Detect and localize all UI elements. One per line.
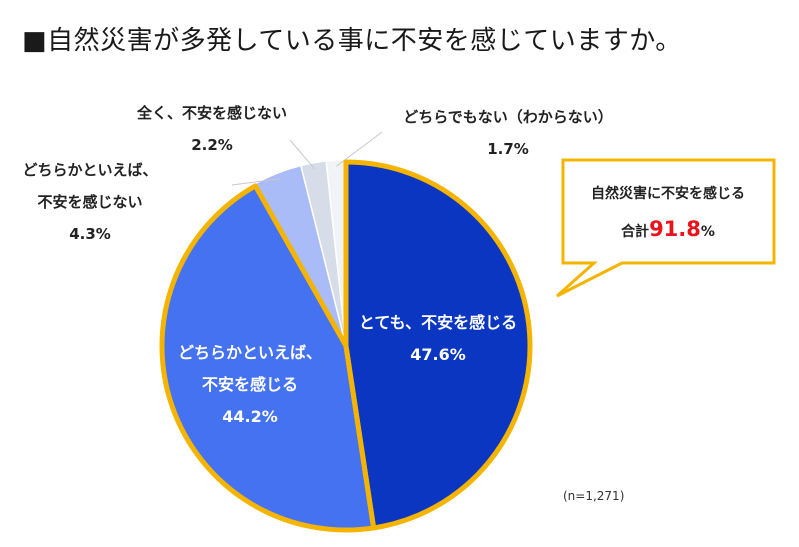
slice-category-label: とても、不安を感じる	[359, 313, 517, 332]
slice-value-label: 2.2%	[191, 136, 233, 154]
slice-category-label: 不安を感じる	[202, 375, 298, 394]
slice-label-5: どちらでもない（わからない） 1.7%	[403, 108, 613, 158]
highlight-outlines	[159, 159, 533, 533]
callout-total-suffix: %	[701, 224, 715, 240]
callout-total-prefix: 合計	[621, 223, 649, 240]
sample-size-note: (n=1,271)	[563, 489, 624, 503]
highlight-outline-1	[343, 159, 533, 531]
leader-line-4	[289, 139, 315, 170]
slice-label-1: とても、不安を感じる 47.6%	[359, 313, 517, 364]
slice-category-label: どちらかといえば、	[178, 343, 322, 362]
slice-label-3: どちらかといえば、不安を感じない 4.3%	[22, 161, 157, 243]
slice-value-label: 1.7%	[487, 140, 529, 158]
slice-category-label: 不安を感じない	[37, 193, 142, 211]
chart-title: ■自然災害が多発している事に不安を感じていますか。	[22, 26, 682, 56]
slice-value-label: 44.2%	[222, 407, 278, 426]
slice-label-2: どちらかといえば、不安を感じる 44.2%	[178, 343, 322, 426]
slice-category-label: どちらでもない（わからない）	[403, 108, 613, 126]
highlight-outline-2	[159, 183, 377, 533]
callout-box: 自然災害に不安を感じる 合計91.8%	[556, 158, 776, 298]
leader-line-3	[231, 178, 280, 186]
callout-line1: 自然災害に不安を感じる	[591, 185, 745, 202]
slice-category-label: どちらかといえば、	[22, 161, 157, 179]
callout-total-value: 91.8	[649, 217, 701, 241]
slice-category-label: 全く、不安を感じない	[136, 104, 287, 122]
slice-value-label: 4.3%	[69, 225, 111, 243]
slice-value-label: 47.6%	[410, 345, 466, 364]
slice-labels: とても、不安を感じる 47.6%どちらかといえば、不安を感じる 44.2%どちらかと…	[22, 104, 612, 426]
slice-label-4: 全く、不安を感じない 2.2%	[136, 104, 287, 154]
callout-total: 合計91.8%	[621, 217, 715, 241]
callout-shape	[556, 158, 776, 298]
